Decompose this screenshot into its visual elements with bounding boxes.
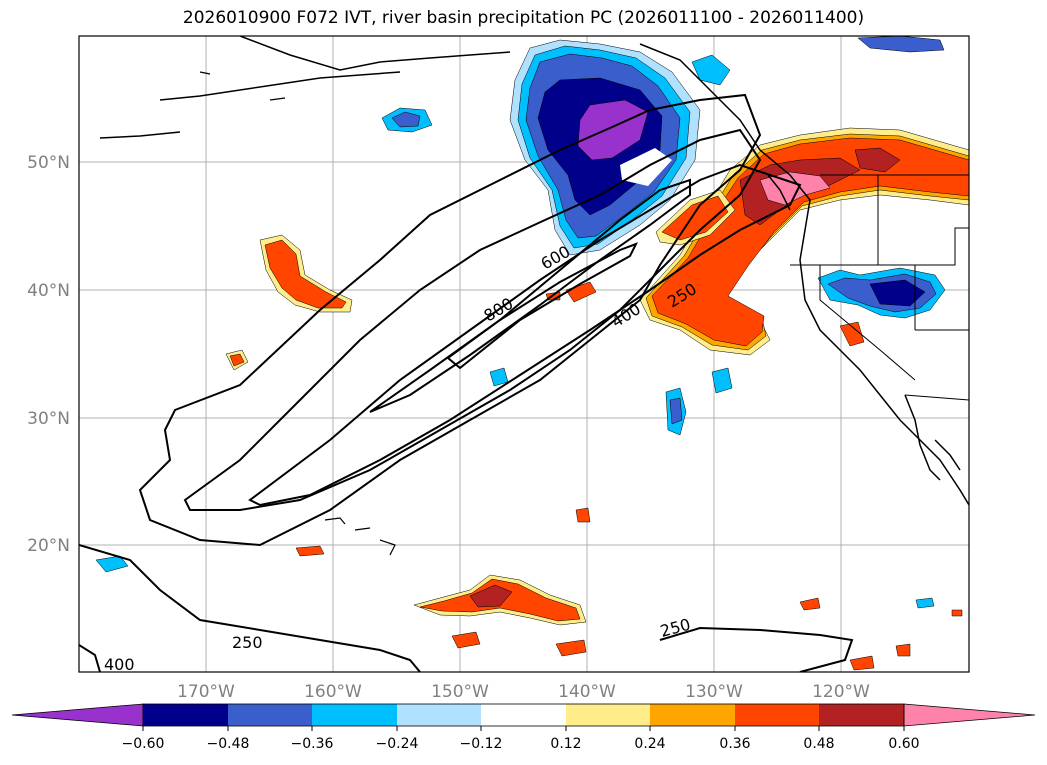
colorbar-segment xyxy=(481,704,566,726)
colorbar: −0.60 −0.48 −0.36 −0.24 −0.12 0.12 0.24 … xyxy=(11,703,1036,752)
map-title: 2026010900 F072 IVT, river basin precipi… xyxy=(182,8,865,28)
gridlines xyxy=(79,36,969,672)
colorbar-left-extension xyxy=(11,703,144,727)
lon-label-170w: 170°W xyxy=(177,682,235,702)
lat-label-40n: 40°N xyxy=(27,281,70,301)
colorbar-tick-label: −0.60 xyxy=(122,736,165,752)
colorbar-segment xyxy=(566,704,650,726)
coastlines xyxy=(99,36,969,506)
islands xyxy=(199,71,396,556)
lon-label-120w: 120°W xyxy=(812,682,870,702)
colorbar-tick-label: −0.24 xyxy=(376,736,419,752)
colorbar-tick-label: 0.12 xyxy=(550,736,581,752)
lon-label-130w: 130°W xyxy=(685,682,743,702)
colorbar-tick-label: −0.36 xyxy=(291,736,334,752)
colorbar-frame xyxy=(142,703,905,727)
colorbar-right-extension xyxy=(903,703,1036,727)
ivt-contour-250-southeast xyxy=(659,626,854,672)
colorbar-tick-label: 0.60 xyxy=(888,736,919,752)
state-borders xyxy=(790,174,969,401)
ivt-contour-400-main xyxy=(183,128,762,511)
colorbar-segment xyxy=(312,704,397,726)
latitude-labels: 50°N 40°N 30°N 20°N xyxy=(27,153,70,556)
colorbar-tick-label: −0.48 xyxy=(207,736,250,752)
colorbar-segment xyxy=(228,704,312,726)
lat-label-20n: 20°N xyxy=(27,536,70,556)
colorbar-tick-label: 0.36 xyxy=(719,736,750,752)
colorbar-tick-label: 0.24 xyxy=(634,736,665,752)
colorbar-segment xyxy=(819,704,904,726)
ivt-contour-600 xyxy=(248,163,802,507)
map-frame xyxy=(78,35,970,673)
colorbar-ticks xyxy=(142,726,905,731)
ivt-contour-800-inner xyxy=(446,242,639,370)
ivt-contour-800 xyxy=(369,178,691,413)
negative-pc-spots xyxy=(95,36,946,609)
ivt-contour-250-main xyxy=(138,93,762,547)
contour-label-250-west: 250 xyxy=(232,633,263,652)
ivt-contour-400-south xyxy=(79,644,101,672)
colorbar-segment xyxy=(143,704,228,726)
colorbar-segment xyxy=(735,704,819,726)
ivt-contour-250-south xyxy=(79,544,421,672)
colorbar-segment xyxy=(650,704,735,726)
lon-label-150w: 150°W xyxy=(431,682,489,702)
contour-label-400-west: 400 xyxy=(104,655,135,674)
lat-label-30n: 30°N xyxy=(27,409,70,429)
ivt-contours xyxy=(79,93,854,672)
positive-pc-spots xyxy=(225,234,963,671)
colorbar-segment xyxy=(397,704,481,726)
longitude-labels: 170°W 160°W 150°W 140°W 130°W 120°W xyxy=(177,682,870,702)
lon-label-140w: 140°W xyxy=(558,682,616,702)
colorbar-tick-label: 0.48 xyxy=(803,736,834,752)
lat-label-50n: 50°N xyxy=(27,153,70,173)
colorbar-tick-label: −0.12 xyxy=(460,736,503,752)
negative-pc-region-north xyxy=(509,39,701,256)
lon-label-160w: 160°W xyxy=(304,682,362,702)
